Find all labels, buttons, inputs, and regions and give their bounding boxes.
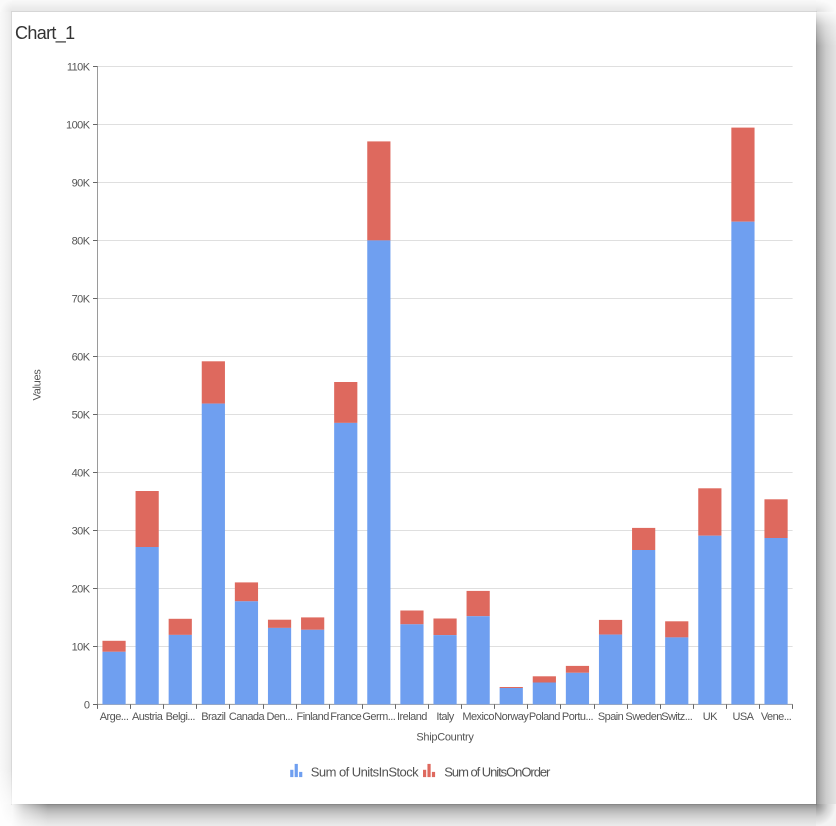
svg-text:50K: 50K [72, 409, 91, 421]
svg-text:ShipCountry: ShipCountry [416, 732, 474, 744]
svg-text:Belgi...: Belgi... [166, 711, 196, 723]
svg-text:20K: 20K [72, 583, 91, 595]
svg-text:80K: 80K [72, 235, 91, 247]
svg-text:Values: Values [31, 369, 43, 401]
svg-text:40K: 40K [72, 467, 91, 479]
svg-text:Vene...: Vene... [761, 711, 792, 723]
svg-text:Mexico: Mexico [462, 711, 494, 723]
svg-text:70K: 70K [72, 293, 91, 305]
svg-text:Switz...: Switz... [661, 711, 693, 723]
svg-text:Ireland: Ireland [397, 711, 427, 723]
svg-text:90K: 90K [72, 177, 91, 189]
svg-text:Brazil: Brazil [201, 711, 225, 723]
svg-text:Sum of UnitsOnOrder: Sum of UnitsOnOrder [444, 764, 551, 779]
svg-text:UK: UK [703, 711, 718, 723]
svg-text:10K: 10K [72, 641, 91, 653]
svg-text:Sum of UnitsInStock: Sum of UnitsInStock [311, 764, 419, 779]
svg-text:Norway: Norway [494, 711, 529, 723]
svg-text:Finland: Finland [297, 711, 330, 723]
svg-text:Sweden: Sweden [625, 711, 662, 723]
svg-text:Austria: Austria [132, 711, 164, 723]
svg-text:USA: USA [732, 711, 754, 723]
svg-text:30K: 30K [72, 525, 91, 537]
svg-text:Arge...: Arge... [100, 711, 129, 723]
svg-text:Chart_1: Chart_1 [15, 23, 75, 44]
svg-text:Germ...: Germ... [362, 711, 395, 723]
svg-text:Poland: Poland [529, 711, 560, 723]
svg-text:60K: 60K [72, 351, 91, 363]
svg-text:Spain: Spain [598, 711, 624, 723]
svg-text:Italy: Italy [436, 711, 454, 723]
svg-text:Den...: Den... [267, 711, 294, 723]
svg-text:110K: 110K [67, 61, 91, 73]
svg-text:Canada: Canada [229, 711, 266, 723]
svg-text:0: 0 [84, 699, 90, 711]
svg-text:100K: 100K [66, 119, 91, 131]
svg-text:Portu...: Portu... [562, 711, 594, 723]
svg-text:France: France [330, 711, 361, 723]
